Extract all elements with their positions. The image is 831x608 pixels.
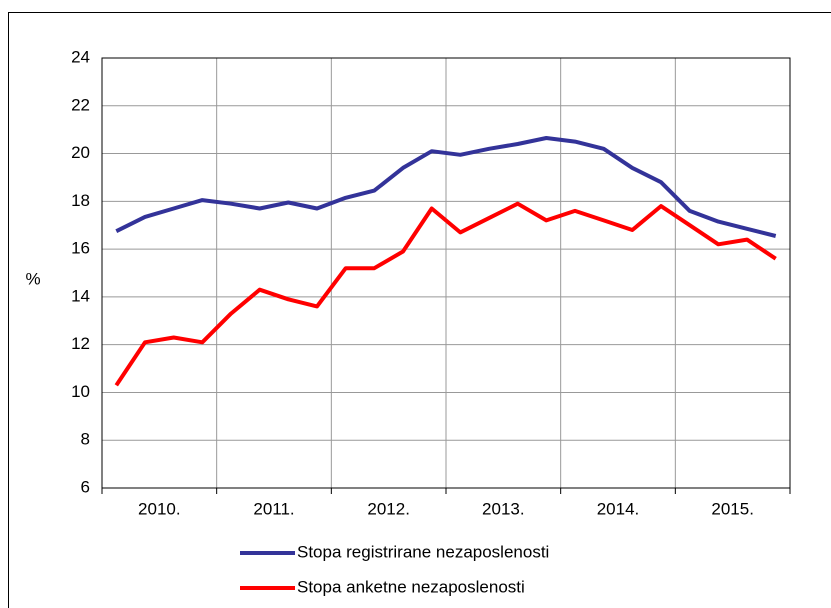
legend-label: Stopa anketne nezaposlenosti bbox=[297, 577, 525, 596]
series-line bbox=[115, 136, 777, 238]
y-tick-label: 10 bbox=[71, 382, 90, 401]
y-axis-label: % bbox=[25, 269, 40, 288]
legend-label: Stopa registrirane nezaposlenosti bbox=[297, 542, 549, 561]
x-tick-label: 2015. bbox=[711, 499, 754, 518]
y-tick-label: 16 bbox=[71, 239, 90, 258]
x-tick-label: 2014. bbox=[597, 499, 640, 518]
y-tick-label: 22 bbox=[71, 95, 90, 114]
y-tick-label: 18 bbox=[71, 191, 90, 210]
plot-frame bbox=[101, 57, 791, 489]
series-line bbox=[114, 201, 777, 387]
x-tick-label: 2011. bbox=[253, 499, 294, 518]
y-tick-label: 14 bbox=[71, 286, 90, 305]
x-tick-label: 2013. bbox=[482, 499, 525, 518]
y-tick-label: 20 bbox=[71, 143, 90, 162]
chart-frame bbox=[8, 12, 831, 608]
x-tick-label: 2010. bbox=[138, 499, 181, 518]
y-tick-label: 6 bbox=[81, 477, 90, 496]
y-tick-label: 8 bbox=[81, 430, 90, 449]
y-tick-label: 12 bbox=[71, 334, 90, 353]
x-tick-label: 2012. bbox=[367, 499, 410, 518]
y-tick-label: 24 bbox=[71, 47, 90, 66]
